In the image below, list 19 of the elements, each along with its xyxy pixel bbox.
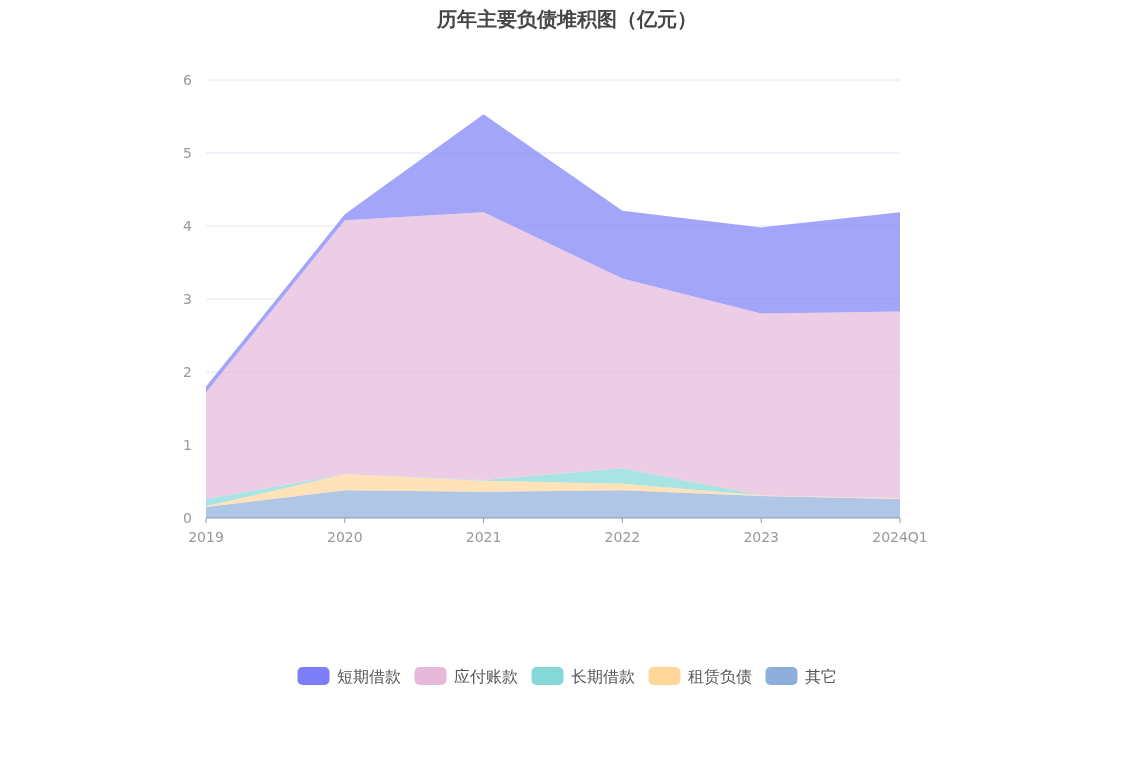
legend-label: 应付账款 <box>453 667 518 686</box>
legend-label: 其它 <box>804 667 837 686</box>
chart-title: 历年主要负债堆积图（亿元） <box>436 7 697 31</box>
y-tick-label: 5 <box>183 145 192 161</box>
y-tick-label: 0 <box>183 510 192 526</box>
legend-label: 短期借款 <box>336 667 401 686</box>
y-tick-label: 6 <box>183 72 193 88</box>
x-tick-label: 2022 <box>604 529 641 545</box>
y-tick-label: 3 <box>183 291 192 307</box>
y-tick-label: 2 <box>183 364 192 380</box>
x-tick-label: 2024Q1 <box>872 529 928 545</box>
x-tick-label: 2019 <box>188 529 224 545</box>
x-tick-label: 2023 <box>743 529 780 545</box>
x-tick-label: 2021 <box>465 529 502 545</box>
y-tick-label: 1 <box>183 437 192 453</box>
legend-label: 租赁负债 <box>687 667 752 686</box>
y-tick-label: 4 <box>183 218 193 234</box>
x-tick-label: 2020 <box>326 529 363 545</box>
legend-label: 长期借款 <box>570 667 635 686</box>
